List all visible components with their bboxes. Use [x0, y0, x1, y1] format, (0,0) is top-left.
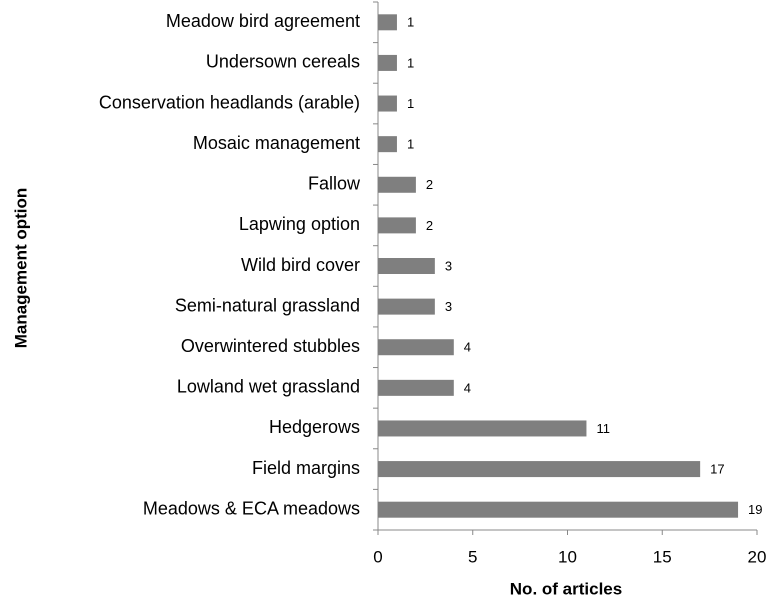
bar — [378, 176, 416, 193]
bar — [378, 54, 397, 71]
bar — [378, 258, 435, 274]
category-label: Conservation headlands (arable) — [99, 92, 360, 112]
x-axis-title: No. of articles — [510, 579, 622, 598]
category-label: Fallow — [308, 174, 361, 194]
x-tick-label: 20 — [748, 547, 767, 566]
x-tick-label: 5 — [468, 547, 477, 566]
value-label: 19 — [748, 502, 762, 517]
bar — [378, 298, 435, 315]
value-label: 3 — [445, 258, 452, 273]
value-label: 1 — [407, 96, 414, 111]
bar — [378, 379, 454, 396]
category-label: Wild bird cover — [241, 255, 360, 275]
value-label: 4 — [464, 340, 471, 355]
bar — [378, 14, 397, 31]
bar — [378, 217, 416, 234]
bar — [378, 136, 397, 153]
x-tick-label: 10 — [558, 547, 577, 566]
value-label: 4 — [464, 380, 471, 395]
value-label: 1 — [407, 137, 414, 152]
bar — [378, 339, 454, 356]
category-label: Hedgerows — [269, 417, 360, 437]
value-label: 1 — [407, 55, 414, 70]
value-label: 2 — [426, 177, 433, 192]
value-label: 2 — [426, 218, 433, 233]
x-tick-label: 0 — [373, 547, 382, 566]
value-label: 3 — [445, 299, 452, 314]
bar — [378, 461, 701, 478]
category-label: Meadows & ECA meadows — [143, 498, 360, 518]
category-label: Meadow bird agreement — [166, 11, 360, 31]
bar — [378, 95, 397, 112]
value-label: 1 — [407, 15, 414, 30]
y-axis-title: Management option — [11, 188, 30, 349]
x-tick-label: 15 — [653, 547, 672, 566]
category-label: Lowland wet grassland — [177, 377, 360, 397]
category-label: Mosaic management — [193, 133, 360, 153]
value-label: 11 — [596, 421, 610, 436]
category-label: Lapwing option — [239, 214, 360, 234]
bar — [378, 501, 739, 518]
category-label: Undersown cereals — [206, 52, 360, 72]
bar — [378, 420, 587, 437]
category-label: Semi-natural grassland — [175, 295, 360, 315]
category-label: Overwintered stubbles — [181, 336, 360, 356]
category-label: Field margins — [252, 458, 360, 478]
value-label: 17 — [710, 462, 724, 477]
